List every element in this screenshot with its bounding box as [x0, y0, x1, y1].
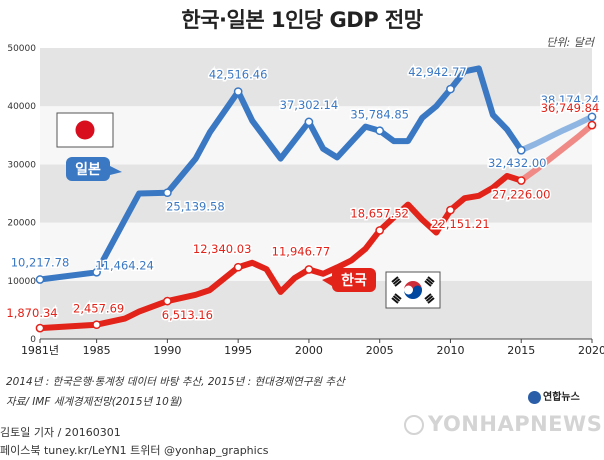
estimate-note: 2014년 : 한국은행·통계청 데이터 바탕 추산, 2015년 : 현대경제… [6, 376, 345, 388]
x-tick-label: 1981년 [21, 344, 59, 357]
data-label: 37,302.14 [280, 98, 339, 112]
data-marker [92, 267, 101, 277]
agency-name: 연합뉴스 [543, 392, 580, 403]
data-marker [233, 262, 243, 272]
data-marker [516, 176, 526, 185]
data-marker [446, 84, 455, 94]
y-tick-label: 50000 [7, 44, 36, 54]
y-tick-label: 30000 [7, 160, 36, 170]
x-tick-label: 2020 [578, 344, 604, 357]
grid-bands [40, 48, 592, 339]
data-marker [375, 126, 385, 136]
social-links: 페이스북 tuney.kr/LeYN1 트위터 @yonhap_graphics [0, 444, 269, 457]
y-tick-label: 20000 [7, 219, 36, 229]
chart-title: 한국·일본 1인당 GDP 전망 [181, 8, 423, 32]
data-label: 22,151.21 [431, 217, 490, 231]
data-marker [92, 320, 101, 330]
x-tick-label: 2000 [295, 344, 323, 357]
y-tick-label: 0 [30, 335, 36, 345]
data-marker [516, 145, 526, 155]
data-marker [163, 296, 172, 306]
x-tick-label: 1995 [224, 344, 252, 357]
forecast-line-japan [518, 113, 595, 154]
japan-legend-label: 일본 [75, 162, 101, 178]
data-label: 32,432.00 [488, 156, 547, 170]
gdp-line-chart: 0 10000 20000 30000 40000 50000 1981년 1985 1990… [5, 44, 604, 357]
byline: 김토일 기자 / 20160301 페이스북 tuney.kr/LeYN1 트위… [0, 424, 268, 460]
x-tick-label: 2015 [507, 344, 535, 357]
data-labels: 10,217.78 11,464.24 25,139.58 42,516.46 37,3… [5, 64, 601, 324]
y-axis-ticks: 0 10000 20000 30000 40000 50000 [7, 44, 36, 345]
data-marker [375, 226, 385, 235]
agency-logo: 연합뉴스 [528, 388, 580, 404]
data-marker [304, 265, 314, 274]
data-label: 11,946.77 [272, 244, 331, 258]
grid-band [40, 280, 592, 339]
reporter-credit: 김토일 기자 / 20160301 [0, 426, 121, 439]
data-marker [35, 323, 45, 333]
watermark: YONHAPNEWS [404, 412, 602, 436]
data-label: 42,942.77 [408, 65, 467, 79]
data-markers [35, 84, 597, 333]
data-label: 18,657.52 [350, 206, 409, 220]
data-label: 1,870.34 [6, 306, 57, 320]
x-tick-label: 2005 [366, 344, 394, 357]
y-tick-label: 40000 [7, 102, 36, 112]
x-tick-label: 2010 [436, 344, 464, 357]
data-marker [233, 87, 243, 96]
data-label: 2,457.69 [73, 302, 124, 316]
data-label: 35,784.85 [350, 108, 409, 122]
japan-flag [56, 112, 114, 148]
korea-legend: 한국 [322, 268, 376, 292]
watermark-icon [404, 415, 424, 435]
data-marker [304, 117, 314, 127]
data-marker [587, 120, 597, 130]
unit-label: 단위: 달러 [546, 36, 594, 49]
data-label: 25,139.58 [166, 200, 225, 214]
source-note: 자료/ IMF 세계경제전망(2015년 10월) [6, 396, 183, 408]
data-label: 42,516.46 [209, 68, 268, 82]
data-marker [587, 112, 597, 122]
data-label: 11,464.24 [95, 258, 154, 272]
data-label: 27,226.00 [492, 188, 551, 202]
data-label: 10,217.78 [11, 256, 70, 270]
data-label: 36,749.84 [541, 101, 600, 115]
footnotes: 2014년 : 한국은행·통계청 데이터 바탕 추산, 2015년 : 현대경제… [6, 372, 596, 412]
series-line-korea [37, 173, 525, 332]
data-marker [446, 205, 455, 215]
watermark-text: YONHAPNEWS [428, 412, 603, 436]
data-label: 6,513.16 [162, 308, 213, 322]
y-tick-label: 10000 [7, 277, 36, 287]
x-tick-label: 1990 [153, 344, 181, 357]
agency-logo-icon [528, 390, 541, 404]
data-marker [163, 188, 172, 198]
korea-legend-label: 한국 [341, 273, 367, 289]
x-tick-label: 1985 [83, 344, 111, 357]
grid-band [40, 164, 592, 223]
korea-flag [385, 271, 441, 309]
data-marker [35, 275, 45, 284]
x-axis-ticks: 1981년 1985 1990 1995 2000 2005 2010 2015 2020 [21, 339, 604, 357]
japan-legend: 일본 [66, 157, 122, 181]
forecast-line-korea [518, 122, 595, 184]
grid-band [40, 48, 592, 107]
data-label: 38,174.24 [541, 93, 600, 107]
data-label: 12,340.03 [193, 242, 252, 256]
